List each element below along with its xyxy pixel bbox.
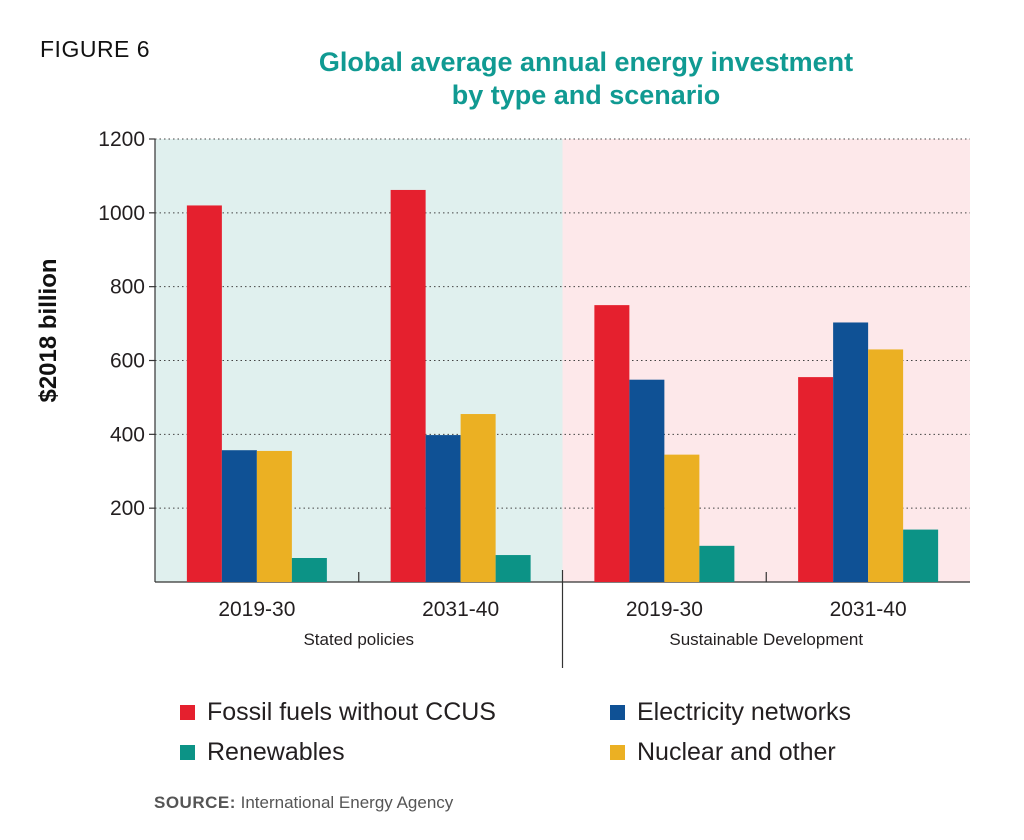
legend-swatch bbox=[180, 705, 195, 720]
bar-renewables bbox=[495, 555, 531, 582]
legend-label: Nuclear and other bbox=[637, 738, 836, 766]
bar-renewables bbox=[699, 545, 735, 582]
bar-nuclear-and-other bbox=[868, 349, 904, 582]
bar-renewables bbox=[291, 558, 327, 582]
bar-electricity-networks bbox=[833, 322, 869, 582]
bar-electricity-networks bbox=[221, 450, 257, 582]
legend-label: Electricity networks bbox=[637, 698, 851, 726]
source-text: International Energy Agency bbox=[235, 793, 454, 812]
y-tick-label: 1000 bbox=[98, 202, 145, 225]
chart-title-line-1: Global average annual energy investment bbox=[318, 47, 854, 77]
legend-item: Renewables bbox=[180, 738, 345, 767]
legend-item: Nuclear and other bbox=[610, 738, 836, 767]
y-tick-label: 400 bbox=[110, 423, 145, 446]
bar-fossil-fuels-without-ccus bbox=[390, 189, 426, 582]
source-label: SOURCE: bbox=[154, 793, 236, 812]
bar-nuclear-and-other bbox=[460, 414, 496, 582]
x-tick-label: 2019-30 bbox=[626, 598, 703, 621]
x-tick-label: 2031-40 bbox=[830, 598, 907, 621]
bar-fossil-fuels-without-ccus bbox=[594, 305, 630, 582]
y-tick-label: 1200 bbox=[98, 128, 145, 151]
chart-title: Global average annual energy investment … bbox=[230, 46, 942, 112]
y-tick-label: 800 bbox=[110, 276, 145, 299]
scenario-label: Stated policies bbox=[303, 630, 414, 649]
y-axis-label: $2018 billion bbox=[35, 258, 62, 402]
y-tick-label: 600 bbox=[110, 350, 145, 373]
bar-electricity-networks bbox=[425, 435, 461, 582]
legend-swatch bbox=[610, 705, 625, 720]
legend-item: Fossil fuels without CCUS bbox=[180, 698, 496, 727]
chart-title-line-2: by type and scenario bbox=[451, 80, 721, 110]
bar-nuclear-and-other bbox=[664, 454, 700, 582]
legend-item: Electricity networks bbox=[610, 698, 851, 727]
legend-swatch bbox=[610, 745, 625, 760]
legend-label: Fossil fuels without CCUS bbox=[207, 698, 496, 726]
legend-swatch bbox=[180, 745, 195, 760]
bar-electricity-networks bbox=[629, 379, 665, 582]
y-tick-label: 200 bbox=[110, 497, 145, 520]
bar-fossil-fuels-without-ccus bbox=[186, 205, 222, 582]
bar-nuclear-and-other bbox=[256, 450, 292, 582]
scenario-label: Sustainable Development bbox=[669, 630, 863, 649]
legend-label: Renewables bbox=[207, 738, 345, 766]
x-tick-label: 2019-30 bbox=[218, 598, 295, 621]
x-tick-label: 2031-40 bbox=[422, 598, 499, 621]
figure-label: FIGURE 6 bbox=[40, 36, 151, 62]
bar-fossil-fuels-without-ccus bbox=[798, 377, 834, 582]
bar-renewables bbox=[903, 529, 939, 582]
source-note: SOURCE: International Energy Agency bbox=[154, 793, 453, 813]
